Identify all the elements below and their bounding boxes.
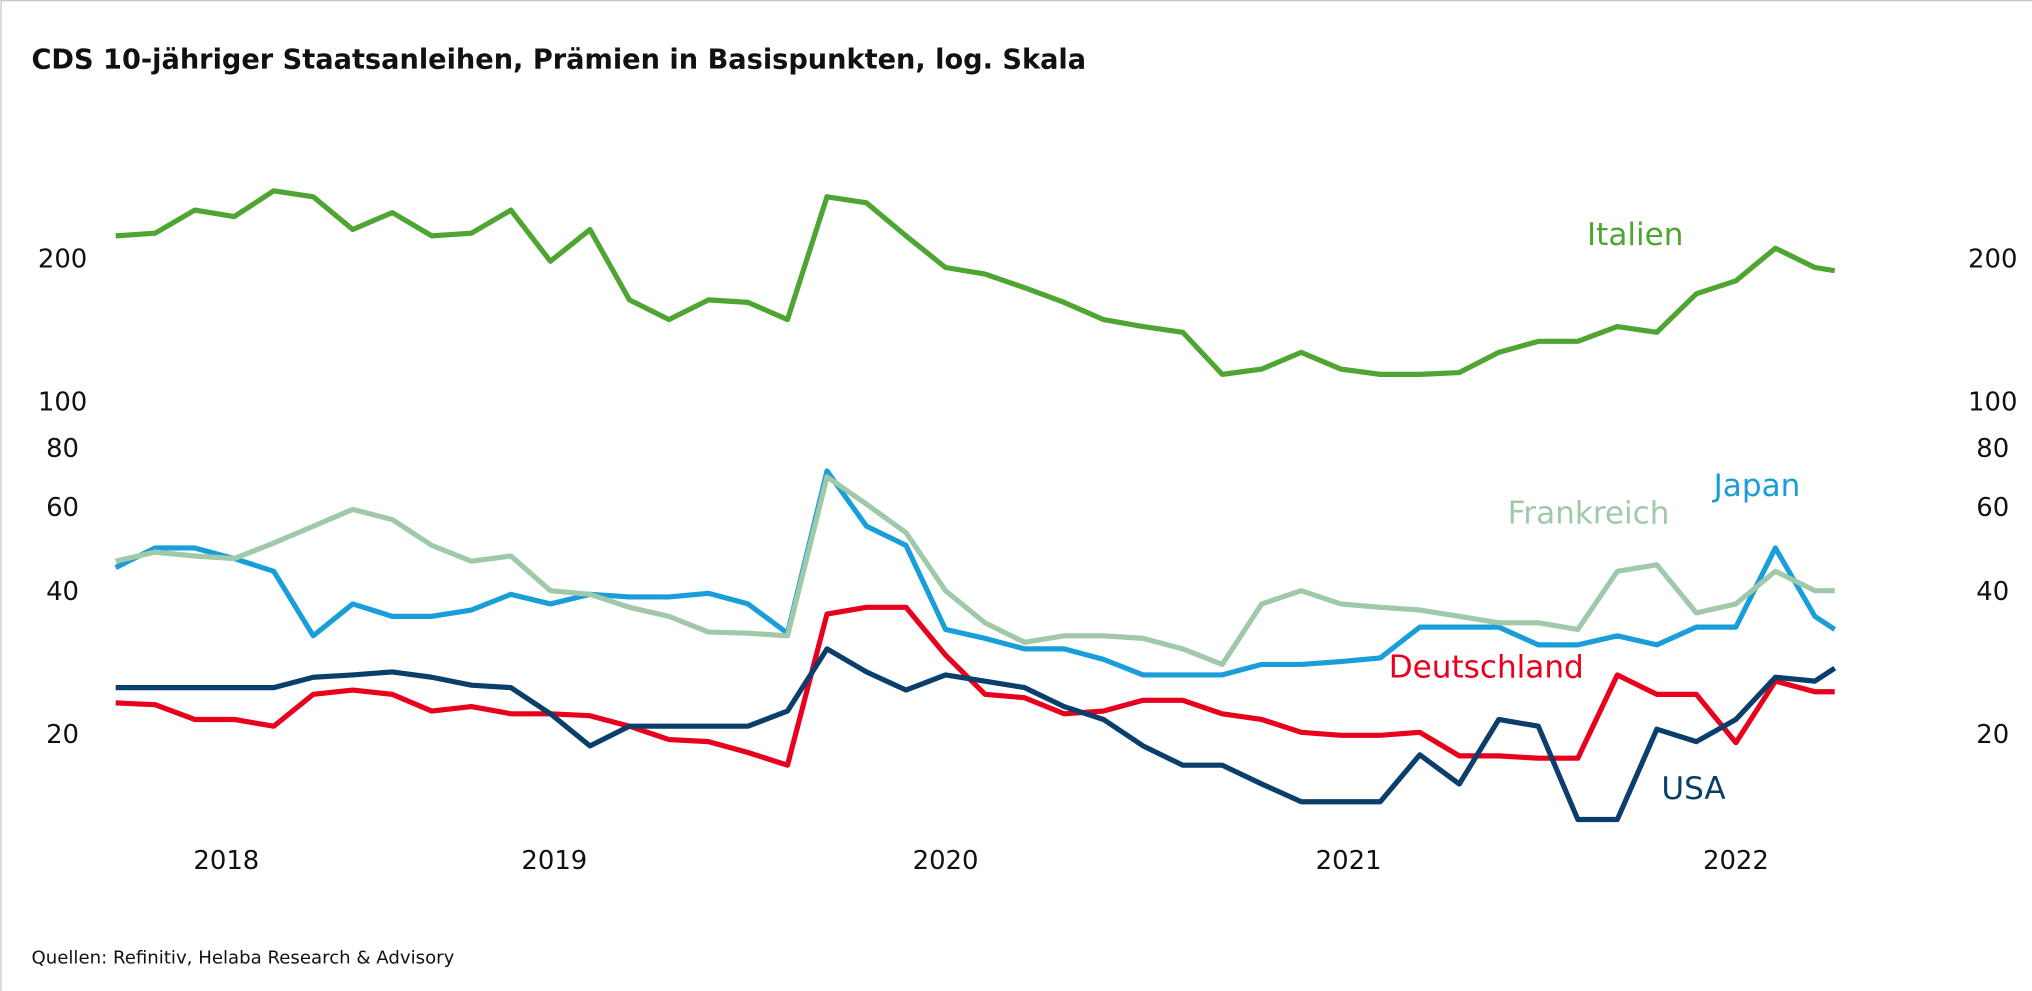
y2-tick-label: 20 <box>1976 720 2009 750</box>
line-series <box>115 604 1835 768</box>
series-label: Japan <box>1712 468 1801 504</box>
y-tick-label: 60 <box>46 493 79 523</box>
source-note: Quellen: Refinitiv, Helaba Research & Ad… <box>31 948 454 969</box>
line-series <box>115 474 1835 668</box>
line-series <box>114 468 1837 678</box>
series-label: USA <box>1661 771 1725 807</box>
y2-tick-label: 80 <box>1976 434 2009 464</box>
chart-title: CDS 10-jähriger Staatsanleihen, Prämien … <box>31 44 1086 75</box>
line-series <box>115 188 1836 377</box>
x-tick-label: 2018 <box>193 846 259 876</box>
x-tick-label: 2019 <box>521 846 587 876</box>
y-tick-label: 100 <box>38 388 87 418</box>
x-tick-label: 2022 <box>1703 846 1769 876</box>
x-tick-label: 2020 <box>913 846 979 876</box>
y-tick-label: 20 <box>46 720 79 750</box>
series-label: Frankreich <box>1508 495 1670 531</box>
y-tick-label: 40 <box>46 577 79 607</box>
series-label: Italien <box>1587 217 1683 253</box>
y2-tick-label: 60 <box>1976 493 2009 523</box>
y2-tick-label: 200 <box>1968 245 2017 275</box>
y-tick-label: 200 <box>38 245 87 275</box>
line-series <box>115 646 1837 823</box>
y-tick-label: 80 <box>46 434 79 464</box>
series-label: Deutschland <box>1389 649 1584 685</box>
x-tick-label: 2021 <box>1316 846 1382 876</box>
y2-tick-label: 40 <box>1976 577 2009 607</box>
y2-tick-label: 100 <box>1968 388 2017 418</box>
